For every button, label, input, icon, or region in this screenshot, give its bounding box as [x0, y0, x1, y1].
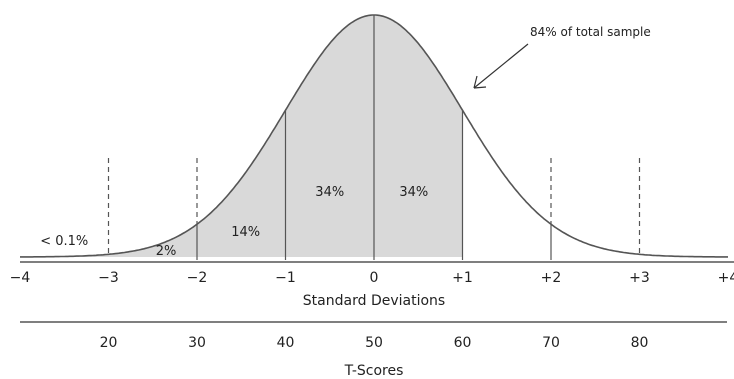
t-score-tick-label: 40 [277, 335, 295, 351]
t-score-tick-label: 30 [188, 335, 206, 351]
t-score-tick-label: 50 [365, 335, 383, 351]
t-score-tick-label: 70 [542, 335, 560, 351]
t-score-tick-label: 60 [454, 335, 472, 351]
annotation-arrow-line [473, 43, 529, 89]
region-percent-label: 14% [231, 225, 260, 240]
sd-tick-label: +4 [718, 270, 734, 286]
annotation-arrow-head [473, 75, 487, 89]
region-percent-label: 34% [315, 185, 344, 200]
sd-tick-label: +1 [452, 270, 473, 286]
region-percentage-labels: < 0.1% 2% 14% 34% 34% [40, 185, 428, 259]
sd-tick-label: +3 [629, 270, 650, 286]
sd-tick-label: −1 [275, 270, 296, 286]
sd-divider-lines [107, 15, 641, 260]
annotation-84-percent: 84% of total sample [530, 25, 651, 39]
sd-tick-label: +2 [541, 270, 562, 286]
t-score-tick-labels: 20 30 40 50 60 70 80 [100, 335, 649, 351]
t-score-tick-label: 80 [631, 335, 649, 351]
sd-tick-label: −3 [98, 270, 119, 286]
bell-curve [20, 14, 728, 258]
region-percent-label: < 0.1% [40, 234, 88, 249]
sd-tick-label: 0 [370, 270, 379, 286]
t-score-tick-label: 20 [100, 335, 118, 351]
sd-tick-label: −2 [187, 270, 208, 286]
shaded-area-below-plus-one-sd [20, 15, 463, 257]
t-score-axis-title: T-Scores [344, 363, 404, 379]
sd-axis-title: Standard Deviations [303, 293, 445, 309]
region-percent-label: 34% [399, 185, 428, 200]
sd-tick-label: −4 [10, 270, 31, 286]
sd-axis-tick-labels: −4 −3 −2 −1 0 +1 +2 +3 +4 [10, 270, 734, 286]
region-percent-label: 2% [156, 244, 177, 259]
